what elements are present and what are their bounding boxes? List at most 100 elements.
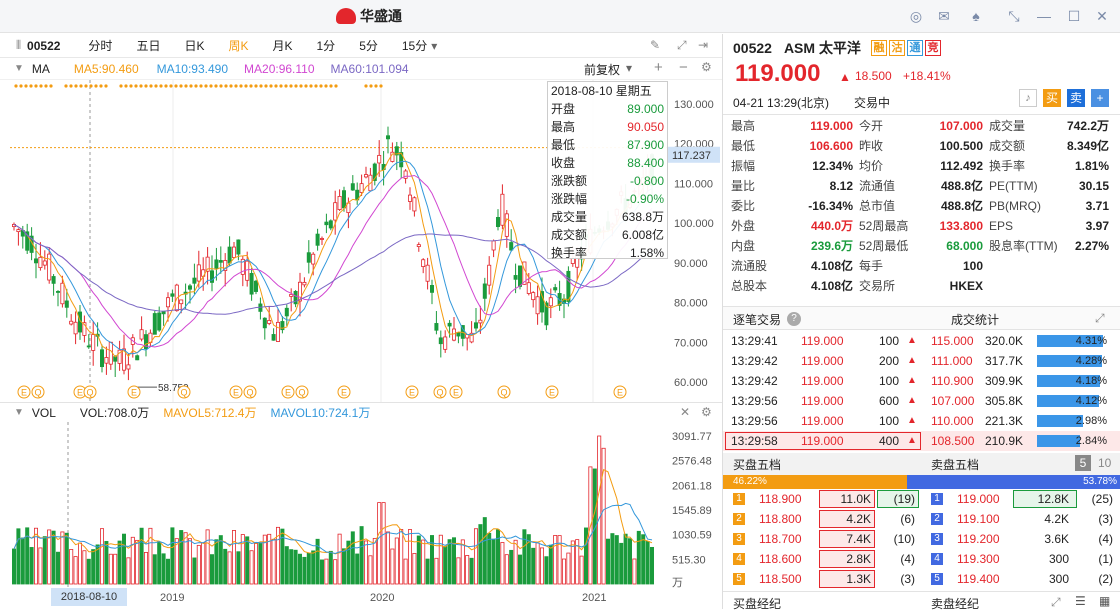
- news-dot[interactable]: [124, 84, 128, 88]
- news-dot[interactable]: [234, 84, 238, 88]
- news-dot[interactable]: [159, 84, 163, 88]
- news-dot[interactable]: [154, 84, 158, 88]
- news-dot[interactable]: [89, 84, 93, 88]
- adjust-select[interactable]: 前复权: [584, 63, 621, 77]
- news-dot[interactable]: [249, 84, 253, 88]
- maximize-icon[interactable]: ☐: [1067, 8, 1081, 24]
- news-dot[interactable]: [79, 84, 83, 88]
- news-dot[interactable]: [284, 84, 288, 88]
- buy-button[interactable]: 买: [1043, 89, 1061, 107]
- event-marker[interactable]: E: [613, 385, 627, 399]
- event-marker[interactable]: Q: [83, 385, 97, 399]
- news-dot[interactable]: [289, 84, 293, 88]
- news-dot[interactable]: [64, 84, 68, 88]
- news-dot[interactable]: [239, 84, 243, 88]
- news-dot[interactable]: [44, 84, 48, 88]
- levels-10-toggle[interactable]: 10: [1098, 456, 1112, 470]
- news-dot[interactable]: [329, 84, 333, 88]
- sell-button[interactable]: 卖: [1067, 89, 1085, 107]
- news-dot[interactable]: [169, 84, 173, 88]
- levels-5-toggle[interactable]: 5: [1075, 455, 1091, 471]
- news-dot[interactable]: [29, 84, 33, 88]
- minus-icon[interactable]: −: [679, 59, 688, 76]
- news-dot[interactable]: [194, 84, 198, 88]
- event-marker[interactable]: E: [337, 385, 351, 399]
- news-dot[interactable]: [189, 84, 193, 88]
- settings-icon[interactable]: ⚙: [701, 60, 712, 74]
- news-dot[interactable]: [319, 84, 323, 88]
- period-tab-1[interactable]: 五日: [136, 39, 161, 53]
- stats-tab[interactable]: 成交统计: [951, 313, 1000, 327]
- collapse-icon[interactable]: ⇥: [698, 38, 709, 52]
- news-dot[interactable]: [34, 84, 38, 88]
- vol-label[interactable]: VOL: [31, 405, 56, 420]
- news-dot[interactable]: [209, 84, 213, 88]
- event-marker[interactable]: E: [127, 385, 141, 399]
- news-dot[interactable]: [84, 84, 88, 88]
- event-marker[interactable]: E: [229, 385, 243, 399]
- grid-icon[interactable]: ▦: [1099, 594, 1111, 608]
- kline-chart[interactable]: 130.000120.000110.000100.00090.00080.000…: [0, 80, 722, 402]
- news-dot[interactable]: [259, 84, 263, 88]
- news-dot[interactable]: [39, 84, 43, 88]
- news-dot[interactable]: [324, 84, 328, 88]
- news-dot[interactable]: [99, 84, 103, 88]
- news-dot[interactable]: [379, 84, 383, 88]
- news-dot[interactable]: [204, 84, 208, 88]
- news-dot[interactable]: [304, 84, 308, 88]
- news-dot[interactable]: [369, 84, 373, 88]
- news-dot[interactable]: [229, 84, 233, 88]
- news-dot[interactable]: [199, 84, 203, 88]
- news-dot[interactable]: [19, 84, 23, 88]
- period-tab-7[interactable]: 15分: [401, 39, 428, 53]
- news-dot[interactable]: [134, 84, 138, 88]
- news-dot[interactable]: [179, 84, 183, 88]
- news-dot[interactable]: [374, 84, 378, 88]
- event-marker[interactable]: Q: [295, 385, 309, 399]
- event-marker[interactable]: E: [449, 385, 463, 399]
- help-icon[interactable]: ?: [787, 312, 801, 326]
- news-dot[interactable]: [244, 84, 248, 88]
- news-dot[interactable]: [224, 84, 228, 88]
- period-tab-4[interactable]: 月K: [272, 39, 293, 53]
- ma-label[interactable]: MA: [31, 61, 50, 76]
- news-dot[interactable]: [184, 84, 188, 88]
- news-dot[interactable]: [144, 84, 148, 88]
- news-dot[interactable]: [94, 84, 98, 88]
- event-marker[interactable]: Q: [433, 385, 447, 399]
- adjust-chevron-icon[interactable]: ▾: [626, 61, 633, 75]
- news-dot[interactable]: [279, 84, 283, 88]
- list-icon[interactable]: ☰: [1075, 594, 1086, 608]
- event-marker[interactable]: Q: [497, 385, 511, 399]
- collapse-triangle-icon[interactable]: ▼: [14, 63, 24, 74]
- headset-icon[interactable]: ◎: [909, 8, 923, 24]
- vol-collapse-icon[interactable]: ▼: [14, 407, 24, 418]
- news-dot[interactable]: [269, 84, 273, 88]
- news-dot[interactable]: [299, 84, 303, 88]
- news-dot[interactable]: [139, 84, 143, 88]
- news-dot[interactable]: [214, 84, 218, 88]
- news-dot[interactable]: [274, 84, 278, 88]
- news-dot[interactable]: [254, 84, 258, 88]
- period-tab-6[interactable]: 5分: [359, 39, 378, 53]
- shrink-icon[interactable]: ⤡: [1008, 8, 1020, 24]
- mail-icon[interactable]: ✉: [938, 8, 950, 24]
- news-dot[interactable]: [104, 84, 108, 88]
- close-icon[interactable]: ✕: [1096, 8, 1108, 24]
- expand-icon[interactable]: ⤢: [1051, 595, 1061, 609]
- news-dot[interactable]: [24, 84, 28, 88]
- event-marker[interactable]: E: [281, 385, 295, 399]
- news-dot[interactable]: [149, 84, 153, 88]
- news-dot[interactable]: [164, 84, 168, 88]
- chevron-down-icon[interactable]: ▾: [431, 38, 438, 53]
- event-marker[interactable]: Q: [31, 385, 45, 399]
- minimize-icon[interactable]: —: [1037, 8, 1051, 24]
- news-dot[interactable]: [74, 84, 78, 88]
- news-dot[interactable]: [219, 84, 223, 88]
- trades-tab[interactable]: 逐笔交易: [733, 313, 782, 327]
- news-dot[interactable]: [49, 84, 53, 88]
- news-dot[interactable]: [129, 84, 133, 88]
- expand-icon[interactable]: ⤢: [1095, 311, 1105, 325]
- shirt-icon[interactable]: ♠: [972, 8, 980, 24]
- add-icon[interactable]: +: [654, 59, 663, 76]
